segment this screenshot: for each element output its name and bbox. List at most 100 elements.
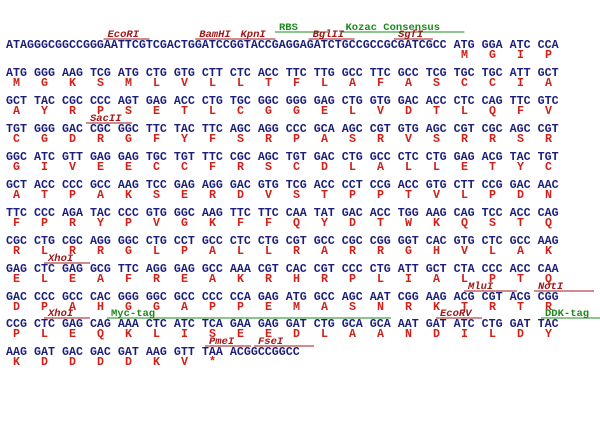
amino-acid: A <box>13 104 20 118</box>
amino-acid: N <box>405 327 412 341</box>
amino-acid: L <box>41 244 48 258</box>
amino-acid: P <box>349 272 356 286</box>
amino-acid: A <box>433 272 440 286</box>
amino-acid: M <box>13 76 20 90</box>
dna-sequence: TTC CCC AGA TAC CCC GTG GGC AAG TTC TTC … <box>6 206 559 220</box>
amino-acid: L <box>209 104 216 118</box>
amino-acid: A <box>97 272 104 286</box>
amino-acid: G <box>265 104 272 118</box>
amino-acid: A <box>349 76 356 90</box>
amino-acid: R <box>265 132 272 146</box>
amino-acid: V <box>433 188 440 202</box>
amino-acid: C <box>461 76 468 90</box>
amino-acid: Y <box>517 160 524 174</box>
amino-acid: W <box>405 216 412 230</box>
amino-acid: D <box>517 188 524 202</box>
amino-acid: P <box>13 327 20 341</box>
amino-acid: C <box>237 104 244 118</box>
amino-acid: P <box>69 188 76 202</box>
amino-acid: S <box>153 188 160 202</box>
feature-label: EcoRV <box>440 308 473 320</box>
amino-acid: I <box>461 327 468 341</box>
amino-acid: R <box>237 160 244 174</box>
amino-acid: G <box>125 244 132 258</box>
amino-acid: P <box>209 300 216 314</box>
amino-acid: L <box>41 327 48 341</box>
amino-acid: A <box>377 160 384 174</box>
amino-acid: I <box>405 272 412 286</box>
amino-acid: L <box>153 327 160 341</box>
amino-acid: L <box>41 272 48 286</box>
amino-acid: F <box>377 76 384 90</box>
amino-acid: S <box>433 132 440 146</box>
amino-acid: P <box>237 300 244 314</box>
amino-acid: V <box>181 76 188 90</box>
amino-acid: M <box>293 300 300 314</box>
feature-label: MluI <box>467 281 494 293</box>
amino-acid: S <box>97 76 104 90</box>
amino-acid: G <box>13 160 20 174</box>
amino-acid: V <box>405 132 412 146</box>
amino-acid: L <box>209 76 216 90</box>
amino-acid: F <box>293 76 300 90</box>
amino-acid: K <box>237 272 244 286</box>
amino-acid: L <box>349 160 356 174</box>
amino-acid: T <box>517 300 524 314</box>
amino-acid: R <box>153 272 160 286</box>
feature-label: XhoI <box>47 308 74 320</box>
amino-acid: R <box>321 272 328 286</box>
amino-acid: E <box>237 327 244 341</box>
amino-acid: C <box>13 132 20 146</box>
amino-acid: V <box>377 104 384 118</box>
amino-acid: A <box>181 300 188 314</box>
amino-acid: R <box>461 132 468 146</box>
amino-acid: R <box>97 132 104 146</box>
amino-acid: G <box>153 300 160 314</box>
amino-acid: E <box>69 272 76 286</box>
amino-acid: F <box>209 160 216 174</box>
amino-acid: D <box>433 327 440 341</box>
amino-acid: F <box>153 132 160 146</box>
amino-acid: P <box>489 188 496 202</box>
amino-acid: C <box>181 160 188 174</box>
amino-acid: K <box>545 244 552 258</box>
amino-acid: G <box>125 300 132 314</box>
amino-acid: A <box>377 327 384 341</box>
dna-sequence: CCG CTC GAG CAG AAA CTC ATC TCA GAA GAG … <box>6 317 559 331</box>
amino-acid: D <box>405 104 412 118</box>
amino-acid: S <box>349 300 356 314</box>
amino-acid: S <box>265 160 272 174</box>
amino-acid: F <box>265 216 272 230</box>
amino-acid: A <box>321 132 328 146</box>
feature-label: DDK-tag <box>545 308 589 320</box>
amino-acid: D <box>517 327 524 341</box>
amino-acid: D <box>125 355 132 369</box>
amino-acid: Y <box>41 104 48 118</box>
amino-acid: K <box>125 327 132 341</box>
amino-acid: T <box>489 160 496 174</box>
feature-label: BamHI <box>199 29 231 41</box>
amino-acid: Y <box>545 327 552 341</box>
amino-acid: E <box>97 160 104 174</box>
dna-sequence: GCT TAC CGC CCC AGT GAG ACC CTG TGC GGC … <box>6 94 559 108</box>
amino-acid: L <box>405 160 412 174</box>
amino-acid: S <box>349 132 356 146</box>
amino-acid: A <box>321 244 328 258</box>
amino-acid: R <box>265 272 272 286</box>
amino-acid: S <box>489 216 496 230</box>
amino-acid: A <box>97 188 104 202</box>
amino-acid: A <box>209 272 216 286</box>
amino-acid: T <box>265 76 272 90</box>
amino-acid: E <box>321 104 328 118</box>
amino-acid: G <box>125 132 132 146</box>
feature-label: XhoI <box>47 253 74 265</box>
feature-label: EcoRI <box>108 29 140 41</box>
amino-acid: I <box>181 327 188 341</box>
amino-acid: I <box>517 76 524 90</box>
amino-acid: F <box>13 216 20 230</box>
amino-acid: L <box>237 244 244 258</box>
amino-acid: D <box>293 327 300 341</box>
amino-acid: T <box>461 300 468 314</box>
